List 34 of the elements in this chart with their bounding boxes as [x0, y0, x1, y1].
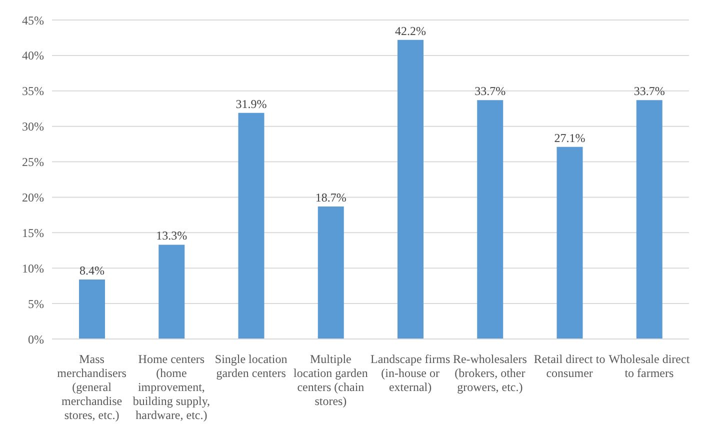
y-tick-label: 15% — [22, 226, 44, 240]
y-tick-label: 35% — [22, 84, 44, 98]
data-label: 42.2% — [395, 24, 426, 38]
x-tick-label: Mass merchandisers (general merchandise stores, etc.) — [57, 352, 127, 422]
y-tick-label: 5% — [28, 296, 44, 311]
y-tick-label: 0% — [28, 332, 44, 346]
data-label: 13.3% — [156, 228, 188, 243]
x-tick-label: Wholesale direct to farmers — [608, 352, 690, 380]
data-label: 33.7% — [634, 84, 665, 98]
x-tick-label: Retail direct to consumer — [534, 352, 606, 380]
y-tick-label: 25% — [22, 155, 44, 170]
x-tick-label: Single location garden centers — [214, 352, 288, 380]
y-tick-label: 10% — [22, 261, 44, 276]
data-label: 33.7% — [474, 84, 506, 98]
y-tick-label: 20% — [22, 190, 44, 204]
bar — [636, 100, 662, 339]
bar — [556, 146, 583, 339]
y-tick-label: 45% — [22, 13, 44, 28]
x-tick-label: Landscape firms (in-house or external) — [370, 352, 450, 394]
data-label: 8.4% — [80, 263, 104, 278]
y-tick-label: 40% — [22, 48, 44, 63]
data-label: 27.1% — [554, 130, 586, 145]
bar — [158, 244, 185, 339]
x-tick-label: Home centers (home improvement, building supply, hardware, etc.) — [132, 352, 210, 422]
data-label: 18.7% — [315, 190, 346, 204]
x-tick-label: Multiple location garden centers (chain stores) — [294, 352, 368, 408]
bar — [79, 279, 105, 339]
bar — [238, 112, 264, 339]
bar — [398, 40, 424, 339]
bar — [477, 100, 504, 339]
x-tick-label: Re-wholesalers (brokers, other growers, etc.) — [452, 352, 528, 394]
data-label: 31.9% — [236, 96, 267, 111]
bar — [318, 206, 344, 339]
y-tick-label: 30% — [22, 120, 44, 134]
